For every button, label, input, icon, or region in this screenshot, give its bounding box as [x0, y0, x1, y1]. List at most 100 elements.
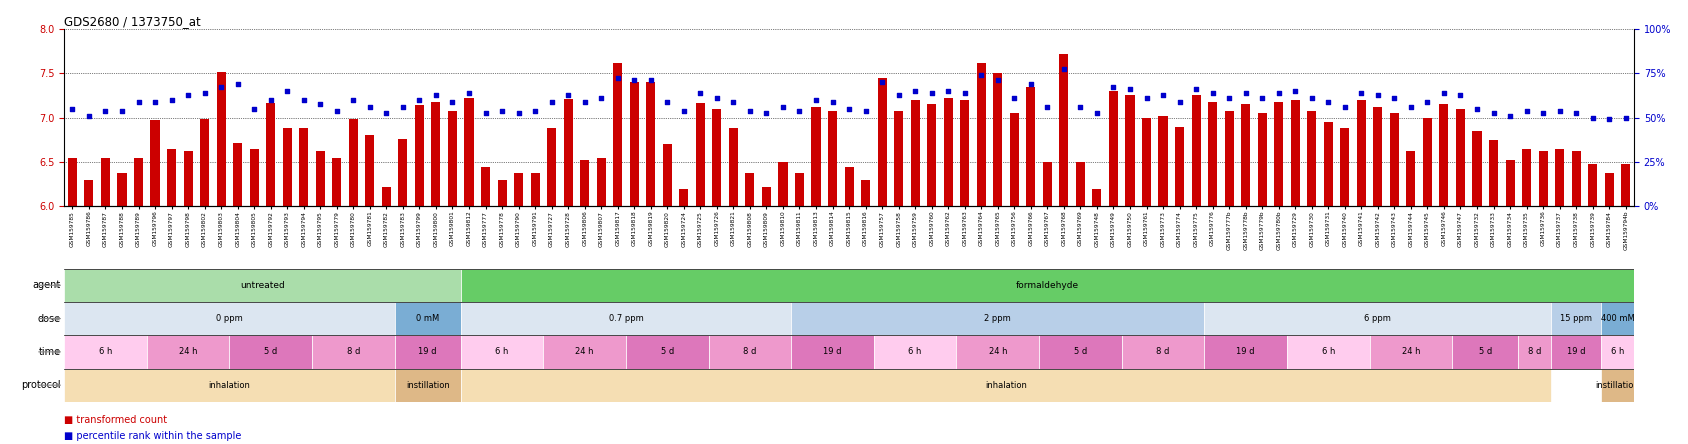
Bar [1143, 118, 1151, 206]
Point [869, 79, 896, 86]
Bar [1126, 95, 1134, 206]
Bar [1307, 111, 1317, 206]
Point [1332, 103, 1359, 111]
Bar [415, 105, 424, 206]
Bar [709, 335, 792, 369]
Bar [216, 72, 226, 206]
Bar [729, 128, 738, 206]
Point [91, 107, 118, 114]
Point [1183, 86, 1210, 93]
Point [719, 98, 746, 105]
Bar [1600, 369, 1634, 402]
Point [488, 107, 515, 114]
Point [324, 107, 351, 114]
Bar [1123, 335, 1204, 369]
Point [208, 83, 235, 90]
Bar [1406, 151, 1416, 206]
Text: 400 mM: 400 mM [1600, 314, 1634, 323]
Bar [133, 158, 143, 206]
Bar [1092, 189, 1102, 206]
Text: 8 d: 8 d [1156, 347, 1170, 357]
Bar [993, 73, 1003, 206]
Bar [1209, 102, 1217, 206]
Bar [1204, 302, 1551, 335]
Bar [101, 158, 110, 206]
Text: 6 h: 6 h [1610, 347, 1624, 357]
Text: 5 d: 5 d [1074, 347, 1087, 357]
Point [108, 107, 135, 114]
Point [967, 71, 994, 79]
Bar [927, 104, 937, 206]
Point [787, 107, 814, 114]
Point [621, 77, 648, 84]
Bar [150, 120, 160, 206]
Bar [167, 149, 176, 206]
Bar [312, 335, 395, 369]
Bar [530, 173, 540, 206]
Text: 19 d: 19 d [419, 347, 437, 357]
Bar [432, 102, 441, 206]
Point [687, 89, 714, 96]
Bar [746, 173, 755, 206]
Point [1315, 98, 1342, 105]
Point [1563, 110, 1590, 117]
Text: 19 d: 19 d [1236, 347, 1254, 357]
Text: 19 d: 19 d [1566, 347, 1585, 357]
Text: ■ percentile rank within the sample: ■ percentile rank within the sample [64, 432, 241, 441]
Bar [1286, 335, 1369, 369]
Bar [481, 166, 490, 206]
Text: inhalation: inhalation [986, 381, 1026, 390]
Text: 8 d: 8 d [1528, 347, 1541, 357]
Point [1430, 89, 1457, 96]
Bar [1518, 335, 1551, 369]
Point [307, 101, 334, 108]
Point [753, 110, 780, 117]
Bar [64, 335, 147, 369]
Point [191, 89, 218, 96]
Point [125, 98, 152, 105]
Text: 24 h: 24 h [989, 347, 1008, 357]
Point [59, 105, 86, 112]
Point [1595, 116, 1622, 123]
Text: instillation: instillation [405, 381, 449, 390]
Bar [1472, 131, 1482, 206]
Point [1001, 95, 1028, 102]
Bar [1600, 302, 1634, 335]
Point [653, 98, 680, 105]
Bar [395, 369, 461, 402]
Point [273, 87, 300, 95]
Point [1033, 103, 1060, 111]
Point [836, 105, 863, 112]
Bar [1060, 54, 1069, 206]
Bar [1274, 102, 1283, 206]
Point [456, 89, 483, 96]
Point [918, 89, 945, 96]
Point [422, 92, 449, 99]
Point [1198, 89, 1225, 96]
Point [1512, 107, 1539, 114]
Text: formaldehyde: formaldehyde [1016, 281, 1079, 290]
Bar [1457, 109, 1465, 206]
Bar [1600, 335, 1634, 369]
Bar [1588, 164, 1597, 206]
Bar [461, 302, 792, 335]
Bar [1323, 122, 1334, 206]
Text: 6 h: 6 h [100, 347, 111, 357]
Bar [398, 139, 407, 206]
Bar [944, 98, 952, 206]
Bar [581, 160, 589, 206]
Point [290, 96, 317, 103]
Point [802, 96, 829, 103]
Point [473, 110, 500, 117]
Point [952, 89, 979, 96]
Text: 0 ppm: 0 ppm [216, 314, 243, 323]
Text: 15 ppm: 15 ppm [1560, 314, 1592, 323]
Point [1298, 95, 1325, 102]
Bar [1389, 113, 1399, 206]
Point [571, 98, 598, 105]
Bar [1452, 335, 1518, 369]
Bar [1224, 111, 1234, 206]
Point [439, 98, 466, 105]
Bar [663, 144, 672, 206]
Point [1133, 95, 1160, 102]
